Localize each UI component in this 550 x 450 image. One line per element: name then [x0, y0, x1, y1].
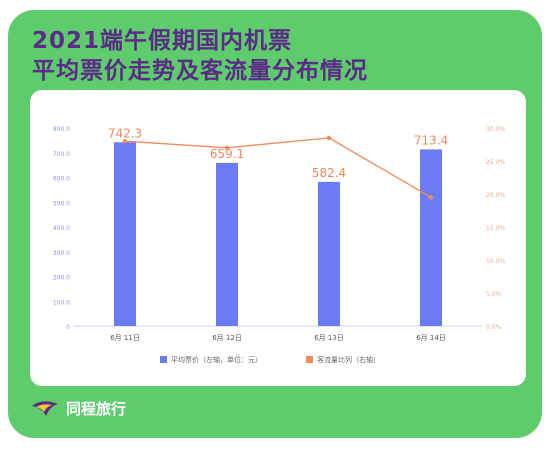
- bar-data-label: 659.1: [210, 147, 244, 161]
- x-tick-label: 6月 13日: [314, 334, 344, 342]
- y-right-tick-label: 10.0%: [486, 258, 505, 265]
- y-left-tick-label: 400.0: [53, 225, 70, 232]
- y-right-tick-label: 30.0%: [486, 126, 505, 133]
- title-line-1: 2021端午假期国内机票: [32, 28, 293, 54]
- bar: [216, 162, 238, 326]
- y-left-tick-label: 500.0: [53, 200, 70, 207]
- line-series: [124, 137, 432, 198]
- x-tick-label: 6月 12日: [212, 334, 242, 342]
- title-line-2: 平均票价走势及客流量分布情况: [32, 58, 368, 84]
- y-left-tick-label: 800.0: [53, 126, 70, 133]
- legend-label-line: 客流量比列（右轴）: [317, 355, 380, 364]
- brand-name: 同程旅行: [66, 399, 127, 418]
- y-left-tick-label: 600.0: [53, 176, 70, 183]
- line-point: [224, 145, 230, 150]
- bar: [318, 181, 340, 326]
- y-left-tick-label: 100.0: [53, 299, 70, 306]
- line-point: [326, 135, 332, 141]
- chart-title: 2021端午假期国内机票 平均票价走势及客流量分布情况: [32, 26, 368, 86]
- y-left-tick-label: 0: [66, 324, 70, 331]
- bar-data-label: 713.4: [414, 133, 448, 147]
- chart-card: 0 100.0 200.0 300.0 400.0 500.0 600.0 700.0 800.…: [30, 90, 526, 386]
- y-left-tick-label: 200.0: [53, 275, 70, 282]
- y-left-tick-label: 300.0: [53, 250, 70, 257]
- bar-data-label: 742.3: [108, 126, 142, 140]
- y-right-tick-label: 25.0%: [486, 159, 505, 166]
- brand-wing-icon: [32, 401, 58, 416]
- brand-logo: 同程旅行: [30, 396, 126, 420]
- y-right-tick-label: 15.0%: [486, 225, 505, 232]
- legend-swatch-line: [306, 356, 313, 363]
- legend-label-bar: 平均票价（左轴，单位：元）: [171, 355, 262, 364]
- bar: [420, 149, 442, 326]
- bar: [114, 142, 136, 326]
- y-right-tick-label: 20.0%: [486, 192, 505, 199]
- y-right-tick-label: 0.0%: [486, 324, 502, 331]
- line-point: [428, 195, 434, 200]
- line-point: [122, 139, 128, 144]
- x-tick-label: 6月 14日: [416, 334, 446, 342]
- y-left-tick-label: 700.0: [53, 151, 70, 158]
- chart-plot: 0 100.0 200.0 300.0 400.0 500.0 600.0 700.0 800.…: [53, 126, 506, 364]
- y-right-tick-label: 5.0%: [486, 291, 502, 298]
- bar-data-label: 582.4: [312, 166, 346, 180]
- legend-swatch-bar: [160, 356, 167, 363]
- x-tick-label: 6月 11日: [110, 334, 140, 342]
